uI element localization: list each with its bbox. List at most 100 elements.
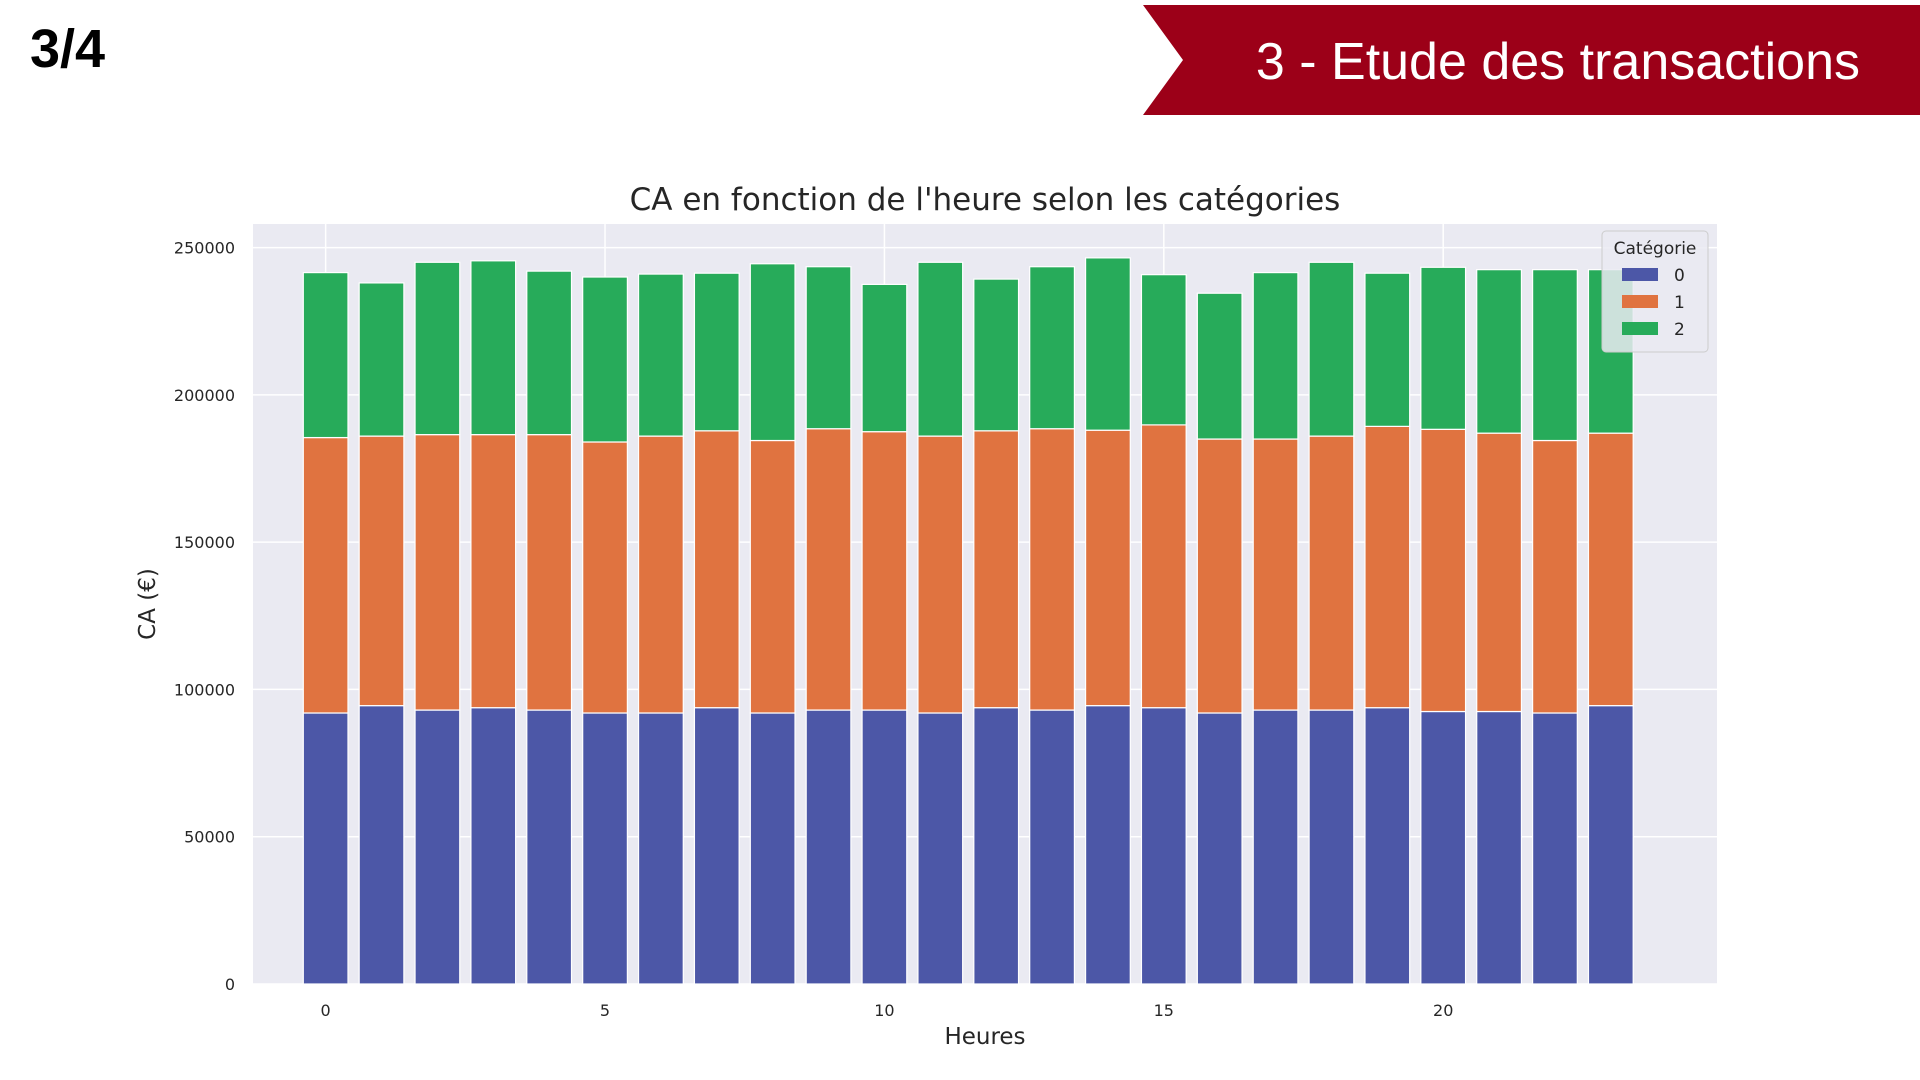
x-tick-label: 0 xyxy=(321,1001,331,1020)
bar-segment-cat-0 xyxy=(582,712,628,985)
bar-segment-cat-2 xyxy=(861,283,908,433)
bar-segment-cat-2 xyxy=(302,272,349,439)
bar-segment-cat-0 xyxy=(637,712,684,985)
bar-segment-cat-0 xyxy=(973,707,1020,985)
bar-segment-cat-0 xyxy=(805,709,852,985)
bar-segment-cat-2 xyxy=(1252,272,1299,440)
bar-segment-cat-2 xyxy=(1196,292,1243,440)
bar-segment-cat-2 xyxy=(917,261,964,437)
bar-segment-cat-0 xyxy=(917,712,964,985)
bar-segment-cat-2 xyxy=(1364,272,1411,427)
chart-title: CA en fonction de l'heure selon les caté… xyxy=(630,182,1341,218)
y-tick-label: 250000 xyxy=(174,239,235,258)
bar-segment-cat-1 xyxy=(582,441,628,714)
bar-segment-cat-2 xyxy=(1420,266,1467,430)
legend-title: Catégorie xyxy=(1614,239,1697,259)
section-banner: 3 - Etude des transactions xyxy=(1143,5,1920,115)
bar-segment-cat-2 xyxy=(1029,266,1076,430)
bar-segment-cat-1 xyxy=(1084,429,1131,707)
bar-segment-cat-2 xyxy=(470,260,517,436)
bar-segment-cat-1 xyxy=(1308,435,1355,711)
legend-box xyxy=(1601,230,1709,353)
legend: Catégorie 0 1 2 xyxy=(1601,230,1709,353)
y-tick-label: 50000 xyxy=(184,828,235,847)
bars xyxy=(302,257,1634,985)
bar-segment-cat-0 xyxy=(693,707,740,985)
bar-segment-cat-2 xyxy=(973,278,1020,432)
bar-segment-cat-1 xyxy=(302,436,349,714)
legend-label-cat-1: 1 xyxy=(1674,293,1685,313)
bar-segment-cat-2 xyxy=(693,272,740,432)
bar-segment-cat-1 xyxy=(1140,424,1187,709)
bar-segment-cat-2 xyxy=(637,273,684,437)
y-tick-label: 200000 xyxy=(174,386,235,405)
bar-segment-cat-0 xyxy=(1476,710,1523,985)
bar-segment-cat-1 xyxy=(805,428,852,711)
bar-segment-cat-0 xyxy=(749,712,796,985)
y-axis-label: CA (€) xyxy=(135,568,161,640)
y-tick-label: 100000 xyxy=(174,680,235,699)
bar-segment-cat-0 xyxy=(861,709,908,985)
bar-segment-cat-1 xyxy=(1532,439,1578,714)
bar-segment-cat-0 xyxy=(414,709,461,985)
y-tick-label: 0 xyxy=(225,975,235,994)
bar-segment-cat-0 xyxy=(1084,705,1131,985)
page-number: 3/4 xyxy=(30,19,106,79)
bar-segment-cat-1 xyxy=(1587,432,1634,707)
bar-segment-cat-2 xyxy=(414,261,461,436)
bar-segment-cat-1 xyxy=(414,434,461,711)
bar-segment-cat-1 xyxy=(1029,428,1076,711)
bar-segment-cat-0 xyxy=(1532,712,1578,985)
bar-segment-cat-0 xyxy=(1140,707,1187,985)
bar-segment-cat-0 xyxy=(302,712,349,985)
bar-segment-cat-1 xyxy=(358,435,405,707)
bar-segment-cat-2 xyxy=(1308,261,1355,437)
x-tick-labels: 0 5 10 15 20 xyxy=(321,1001,1454,1020)
bar-segment-cat-2 xyxy=(749,263,796,442)
bar-segment-cat-1 xyxy=(470,434,517,709)
bar-segment-cat-1 xyxy=(917,435,964,714)
bar-segment-cat-1 xyxy=(526,434,573,711)
legend-swatch-cat-2 xyxy=(1622,322,1658,335)
bar-segment-cat-1 xyxy=(1420,428,1467,713)
bar-segment-cat-1 xyxy=(693,430,740,709)
bar-segment-cat-1 xyxy=(749,439,796,714)
bar-segment-cat-0 xyxy=(1252,709,1299,985)
bar-segment-cat-0 xyxy=(1308,709,1355,985)
x-axis-label: Heures xyxy=(944,1024,1025,1050)
x-tick-label: 15 xyxy=(1154,1001,1174,1020)
x-tick-label: 20 xyxy=(1433,1001,1453,1020)
x-tick-label: 10 xyxy=(874,1001,894,1020)
bar-segment-cat-2 xyxy=(1084,257,1131,431)
legend-label-cat-2: 2 xyxy=(1674,320,1685,340)
bar-segment-cat-0 xyxy=(1029,709,1076,985)
legend-items: 0 1 2 xyxy=(1622,266,1685,340)
bar-segment-cat-0 xyxy=(470,707,517,985)
bar-segment-cat-1 xyxy=(1252,438,1299,711)
bar-segment-cat-2 xyxy=(1476,269,1523,434)
bar-segment-cat-1 xyxy=(1476,432,1523,713)
bar-segment-cat-1 xyxy=(1364,425,1411,709)
legend-swatch-cat-0 xyxy=(1622,268,1658,281)
bar-segment-cat-2 xyxy=(1532,269,1578,442)
bar-segment-cat-0 xyxy=(358,705,405,985)
bar-segment-cat-0 xyxy=(1587,705,1634,985)
bar-segment-cat-1 xyxy=(637,435,684,714)
bar-segment-cat-2 xyxy=(805,266,852,430)
x-tick-label: 5 xyxy=(600,1001,610,1020)
bar-segment-cat-2 xyxy=(1140,274,1187,426)
bar-segment-cat-2 xyxy=(526,270,573,436)
y-tick-label: 150000 xyxy=(174,533,235,552)
bar-segment-cat-0 xyxy=(1364,707,1411,985)
bar-segment-cat-0 xyxy=(1196,712,1243,985)
legend-label-cat-0: 0 xyxy=(1674,266,1685,286)
bar-segment-cat-1 xyxy=(973,430,1020,709)
bar-segment-cat-2 xyxy=(582,276,628,443)
bar-segment-cat-0 xyxy=(1420,710,1467,985)
bar-segment-cat-2 xyxy=(358,282,405,437)
bar-segment-cat-1 xyxy=(1196,438,1243,714)
legend-swatch-cat-1 xyxy=(1622,295,1658,308)
y-tick-labels: 0 50000 100000 150000 200000 250000 xyxy=(174,239,235,994)
